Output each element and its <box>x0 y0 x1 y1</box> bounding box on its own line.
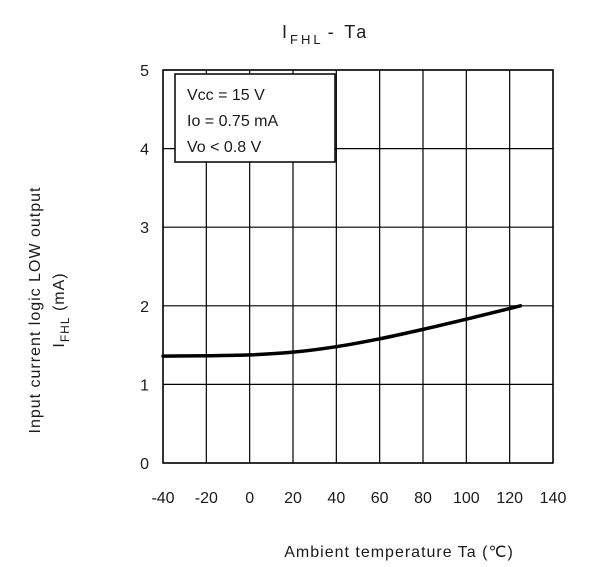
x-tick-label: 40 <box>327 490 345 507</box>
x-tick-label: 100 <box>453 490 480 507</box>
y-axis-label: Input current logic LOW output IFHL (mA) <box>27 187 72 434</box>
x-tick-label: 0 <box>245 490 254 507</box>
x-tick-label: 120 <box>496 490 523 507</box>
conditions-box: Vcc = 15 V Io = 0.75 mA Vo < 0.8 V <box>174 73 336 163</box>
y-tick-label: 4 <box>140 142 149 159</box>
x-tick-label: 140 <box>540 490 567 507</box>
y-axis-label-line1: Input current logic LOW output <box>27 187 44 434</box>
x-tick-labels: -40 -20 0 20 40 60 80 100 120 140 <box>151 490 566 507</box>
y-tick-labels: 0 1 2 3 4 5 <box>140 63 149 473</box>
x-tick-label: 80 <box>414 490 432 507</box>
y-tick-label: 3 <box>140 220 149 237</box>
y-tick-label: 0 <box>140 456 149 473</box>
y-tick-label: 1 <box>140 377 149 394</box>
condition-vcc: Vcc = 15 V <box>187 87 265 104</box>
x-axis-label: Ambient temperature Ta (℃) <box>284 544 514 561</box>
y-tick-label: 2 <box>140 299 149 316</box>
series-line <box>161 304 523 358</box>
conditions-box-border <box>174 73 336 163</box>
y-tick-label: 5 <box>140 63 149 80</box>
x-tick-label: 60 <box>371 490 389 507</box>
x-tick-label: -40 <box>151 490 174 507</box>
y-axis-label-line2: IFHL (mA) <box>51 272 72 347</box>
condition-vo: Vo < 0.8 V <box>187 139 262 156</box>
condition-io: Io = 0.75 mA <box>187 113 278 130</box>
plot-frame <box>162 69 554 464</box>
chart-title: IFHL - Ta <box>282 22 369 47</box>
x-tick-label: 20 <box>284 490 302 507</box>
x-tick-label: -20 <box>195 490 218 507</box>
